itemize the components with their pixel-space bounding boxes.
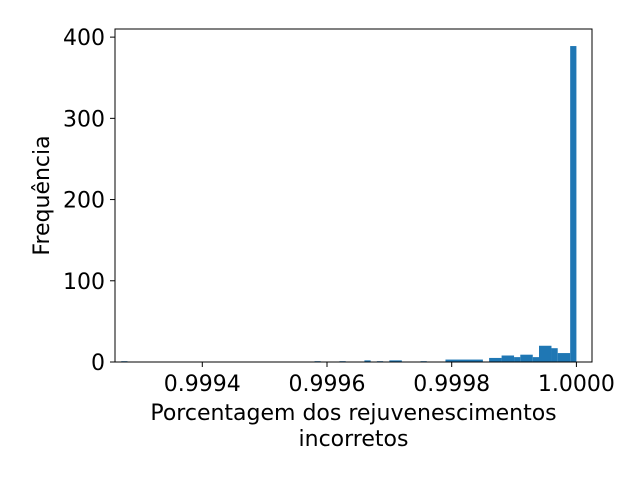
x-tick-label-3: 1.0000 xyxy=(538,372,615,397)
histogram-bar-16 xyxy=(570,46,577,363)
y-tick-label-2: 200 xyxy=(63,189,105,214)
x-axis-ticks: 0.9994 0.9996 0.9998 1.0000 xyxy=(164,362,615,397)
x-axis-label-line-1: Porcentagem dos rejuvenescimentos xyxy=(150,401,556,426)
histogram-bar-12 xyxy=(532,357,539,362)
x-tick-label-2: 0.9998 xyxy=(413,372,490,397)
histogram-bar-5 xyxy=(389,360,402,362)
histogram-bar-10 xyxy=(514,357,521,362)
histogram-bar-13 xyxy=(539,345,552,362)
y-tick-label-1: 100 xyxy=(63,270,105,295)
histogram-bar-11 xyxy=(520,354,533,362)
histogram-bar-14 xyxy=(551,348,558,362)
histogram-bar-7 xyxy=(445,359,483,362)
x-tick-label-0: 0.9994 xyxy=(164,372,241,397)
y-tick-label-4: 400 xyxy=(63,26,105,51)
histogram-bar-8 xyxy=(489,357,502,362)
y-axis-ticks: 0 100 200 300 400 xyxy=(63,26,115,376)
y-tick-label-0: 0 xyxy=(91,351,105,376)
histogram-bar-3 xyxy=(364,360,371,362)
histogram-bar-9 xyxy=(501,355,515,362)
histogram-bar-15 xyxy=(557,353,571,362)
plot-frame xyxy=(114,28,593,363)
y-axis-label: Frequência xyxy=(30,135,55,255)
x-axis-label-line-2: incorretos xyxy=(299,427,409,452)
x-tick-label-1: 0.9996 xyxy=(289,372,366,397)
y-tick-label-3: 300 xyxy=(63,107,105,132)
